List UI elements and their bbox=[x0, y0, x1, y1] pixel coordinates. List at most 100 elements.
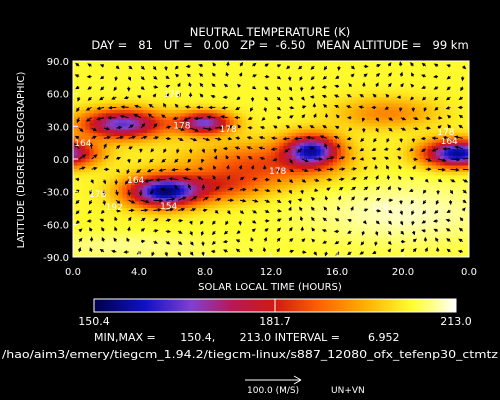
heatmap-cell bbox=[221, 74, 227, 78]
heatmap-cell bbox=[200, 172, 206, 176]
heatmap-cell bbox=[328, 103, 334, 108]
heatmap-cell bbox=[134, 113, 140, 118]
heatmap-cell bbox=[122, 106, 128, 111]
heatmap-cell bbox=[73, 198, 78, 203]
heatmap-cell bbox=[398, 198, 404, 203]
heatmap-cell bbox=[304, 132, 309, 137]
heatmap-cell bbox=[122, 61, 128, 65]
heatmap-cell bbox=[85, 83, 91, 88]
heatmap-cell bbox=[246, 83, 251, 88]
heatmap-cell bbox=[316, 116, 322, 121]
heatmap-cell bbox=[217, 67, 223, 72]
heatmap-cell bbox=[147, 110, 152, 114]
heatmap-cell bbox=[378, 191, 383, 196]
heatmap-cell bbox=[407, 188, 412, 193]
heatmap-cell bbox=[304, 77, 309, 82]
heatmap-cell bbox=[118, 90, 124, 95]
heatmap-cell bbox=[143, 90, 148, 95]
heatmap-cell bbox=[324, 165, 330, 170]
heatmap-cell bbox=[134, 221, 140, 225]
heatmap-cell bbox=[398, 155, 404, 160]
heatmap-cell bbox=[77, 136, 82, 140]
heatmap-cell bbox=[378, 139, 383, 144]
heatmap-cell bbox=[242, 204, 247, 209]
heatmap-cell bbox=[159, 90, 165, 95]
heatmap-cell bbox=[233, 162, 239, 167]
heatmap-cell bbox=[287, 103, 293, 108]
heatmap-cell bbox=[332, 247, 338, 252]
heatmap-cell bbox=[126, 142, 132, 147]
heatmap-cell bbox=[147, 162, 152, 167]
heatmap-cell bbox=[283, 152, 289, 157]
heatmap-cell bbox=[246, 142, 251, 147]
heatmap-cell bbox=[283, 243, 289, 248]
heatmap-cell bbox=[176, 96, 181, 101]
heatmap-cell bbox=[390, 188, 396, 193]
heatmap-cell bbox=[254, 214, 260, 219]
heatmap-cell bbox=[167, 123, 173, 127]
heatmap-cell bbox=[122, 253, 128, 257]
heatmap-cell bbox=[353, 123, 359, 127]
heatmap-cell bbox=[159, 70, 165, 75]
heatmap-cell bbox=[353, 116, 359, 121]
heatmap-cell bbox=[271, 90, 276, 95]
heatmap-cell bbox=[357, 234, 363, 238]
heatmap-cell bbox=[130, 139, 136, 144]
heatmap-cell bbox=[217, 240, 223, 245]
heatmap-cell bbox=[192, 132, 198, 137]
heatmap-cell bbox=[337, 113, 342, 118]
heatmap-cell bbox=[242, 234, 247, 238]
heatmap-cell bbox=[266, 168, 272, 173]
heatmap-cell bbox=[196, 243, 202, 248]
heatmap-cell bbox=[188, 142, 194, 147]
heatmap-cell bbox=[130, 165, 136, 170]
heatmap-cell bbox=[130, 188, 136, 193]
heatmap-cell bbox=[312, 142, 317, 147]
heatmap-cell bbox=[370, 201, 375, 206]
heatmap-cell bbox=[188, 110, 194, 114]
heatmap-cell bbox=[258, 243, 264, 248]
heatmap-cell bbox=[312, 159, 317, 163]
heatmap-cell bbox=[349, 87, 355, 91]
heatmap-cell bbox=[271, 67, 276, 72]
heatmap-cell bbox=[357, 77, 363, 82]
heatmap-cell bbox=[283, 100, 289, 105]
heatmap-cell bbox=[291, 172, 297, 176]
heatmap-cell bbox=[246, 201, 251, 206]
heatmap-cell bbox=[229, 83, 235, 88]
heatmap-cell bbox=[357, 227, 363, 232]
heatmap-cell bbox=[332, 70, 338, 75]
heatmap-cell bbox=[229, 87, 235, 91]
heatmap-cell bbox=[118, 83, 124, 88]
heatmap-cell bbox=[180, 204, 185, 209]
heatmap-cell bbox=[275, 172, 280, 176]
heatmap-cell bbox=[374, 61, 379, 65]
heatmap-cell bbox=[209, 240, 214, 245]
heatmap-cell bbox=[246, 116, 251, 121]
heatmap-cell bbox=[242, 211, 247, 216]
heatmap-cell bbox=[85, 77, 91, 82]
heatmap-cell bbox=[106, 100, 111, 105]
heatmap-cell bbox=[93, 77, 99, 82]
heatmap-cell bbox=[126, 175, 132, 180]
heatmap-cell bbox=[374, 142, 379, 147]
heatmap-cell bbox=[134, 80, 140, 85]
heatmap-cell bbox=[361, 168, 367, 173]
heatmap-cell bbox=[382, 247, 388, 252]
heatmap-cell bbox=[370, 224, 375, 229]
heatmap-cell bbox=[180, 70, 185, 75]
heatmap-cell bbox=[213, 96, 218, 101]
heatmap-cell bbox=[324, 208, 330, 212]
heatmap-cell bbox=[374, 113, 379, 118]
heatmap-cell bbox=[390, 165, 396, 170]
heatmap-cell bbox=[167, 227, 173, 232]
heatmap-cell bbox=[411, 201, 416, 206]
heatmap-cell bbox=[180, 64, 185, 69]
heatmap-cell bbox=[196, 100, 202, 105]
heatmap-cell bbox=[320, 123, 326, 127]
heatmap-cell bbox=[147, 106, 152, 111]
heatmap-cell bbox=[167, 250, 173, 255]
heatmap-cell bbox=[97, 123, 103, 127]
heatmap-cell bbox=[122, 142, 128, 147]
heatmap-cell bbox=[246, 191, 251, 196]
